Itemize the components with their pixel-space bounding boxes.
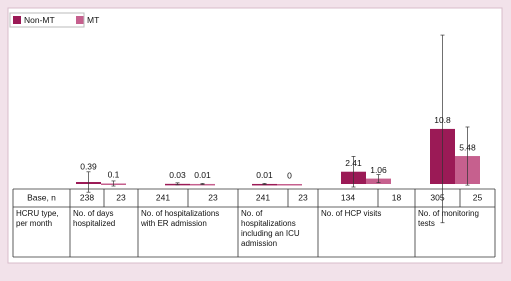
data-label: 0.1 <box>108 170 120 180</box>
error-bar <box>86 171 91 193</box>
legend-swatch <box>13 16 21 24</box>
legend-label: MT <box>87 15 99 25</box>
table-cell: No. of HCP visits <box>321 209 382 218</box>
cell-text: No. of monitoring tests <box>418 209 479 228</box>
base-n: 23 <box>298 192 308 202</box>
cell-text: No. of HCP visits <box>321 209 382 218</box>
legend-box <box>9 12 85 28</box>
base-n: 23 <box>208 192 218 202</box>
legend-swatch <box>76 16 84 24</box>
error-bar <box>351 156 356 188</box>
bar <box>277 184 302 186</box>
panel <box>7 7 503 264</box>
base-n: 238 <box>80 192 94 202</box>
cell-text: No. of hospitalizations with ER admissio… <box>141 209 220 228</box>
data-label: 0.01 <box>194 170 211 180</box>
table-cell: HCRU type, per month <box>16 209 59 228</box>
base-n: 23 <box>116 192 126 202</box>
error-bar <box>200 183 205 185</box>
error-bar <box>376 174 381 184</box>
error-bar <box>175 182 180 186</box>
data-label: 5.48 <box>459 142 476 152</box>
base-n: 134 <box>341 192 355 202</box>
data-label: 0.03 <box>169 170 186 180</box>
base-n: 241 <box>156 192 170 202</box>
data-label: 0.39 <box>80 161 97 171</box>
row-label: Base, n <box>27 192 56 202</box>
error-bar <box>465 126 470 186</box>
base-n: 18 <box>392 192 402 202</box>
table-cell: No. of monitoring tests <box>418 209 479 228</box>
error-bar <box>440 34 445 224</box>
base-n: 241 <box>256 192 270 202</box>
base-n: 25 <box>473 192 483 202</box>
table-cell: No. of hospitalizations including an ICU… <box>241 209 300 248</box>
table-cell: No. of days hospitalized <box>73 209 116 228</box>
data-label: 0.01 <box>256 170 273 180</box>
table-cell: No. of hospitalizations with ER admissio… <box>141 209 220 228</box>
error-bar <box>262 183 267 185</box>
base-n: 305 <box>430 192 444 202</box>
cell-text: No. of days hospitalized <box>73 209 116 228</box>
error-bar <box>111 180 116 187</box>
data-label: 10.8 <box>434 115 451 125</box>
legend-label: Non-MT <box>24 15 55 25</box>
cell-text: HCRU type, per month <box>16 209 59 228</box>
cell-text: No. of hospitalizations including an ICU… <box>241 209 300 248</box>
data-label: 2.41 <box>345 158 362 168</box>
data-label: 1.06 <box>370 165 387 175</box>
data-label: 0 <box>287 170 292 180</box>
